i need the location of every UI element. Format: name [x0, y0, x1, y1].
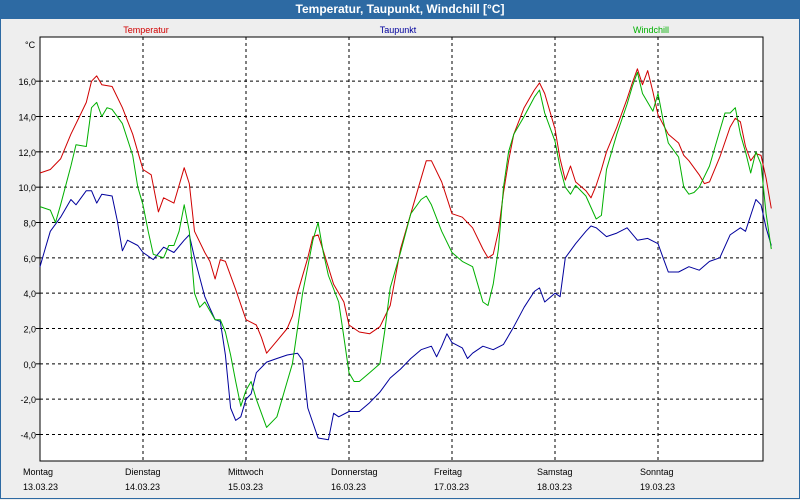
x-date-label: 17.03.23 — [434, 482, 469, 492]
legend-taupunkt: Taupunkt — [380, 25, 417, 35]
x-date-label: 16.03.23 — [331, 482, 366, 492]
line-chart: -4,0 -2,0 0,0 2,0 4,0 6,0 8,0 10,0 12,0 14,0 16,0 °… — [18, 25, 772, 492]
y-tick-label: 6,0 — [23, 254, 36, 264]
series-line-taupunkt — [39, 190, 772, 441]
x-day-label: Mittwoch — [228, 467, 264, 477]
x-day-label: Donnerstag — [331, 467, 378, 477]
y-tick-label: -4,0 — [20, 431, 36, 441]
x-date-label: 19.03.23 — [640, 482, 675, 492]
y-tick-label: 16,0 — [18, 77, 36, 87]
y-tick-label: 8,0 — [23, 219, 36, 229]
y-tick-label: 12,0 — [18, 148, 36, 158]
legend-temperatur: Temperatur — [123, 25, 169, 35]
y-tick-label: 10,0 — [18, 183, 36, 193]
x-day-label: Freitag — [434, 467, 462, 477]
window-title: Temperatur, Taupunkt, Windchill [°C] — [0, 0, 800, 19]
y-tick-label: 2,0 — [23, 325, 36, 335]
y-tick-label: 4,0 — [23, 289, 36, 299]
x-date-label: 13.03.23 — [23, 482, 58, 492]
series-line-temperatur — [39, 68, 772, 354]
y-tick-label: 0,0 — [23, 360, 36, 370]
x-date-label: 14.03.23 — [125, 482, 160, 492]
plot-border — [39, 36, 764, 462]
y-tick-label: 14,0 — [18, 113, 36, 123]
x-date-label: 15.03.23 — [228, 482, 263, 492]
y-unit-label: °C — [25, 40, 36, 50]
x-day-label: Samstag — [537, 467, 573, 477]
chart-frame: -4,0 -2,0 0,0 2,0 4,0 6,0 8,0 10,0 12,0 14,0 16,0 °… — [0, 19, 800, 499]
x-day-label: Dienstag — [125, 467, 161, 477]
x-day-label: Sonntag — [640, 467, 674, 477]
legend-windchill: Windchill — [633, 25, 669, 35]
x-date-label: 18.03.23 — [537, 482, 572, 492]
y-tick-label: -2,0 — [20, 395, 36, 405]
x-day-label: Montag — [23, 467, 53, 477]
series-line-windchill — [39, 71, 772, 428]
